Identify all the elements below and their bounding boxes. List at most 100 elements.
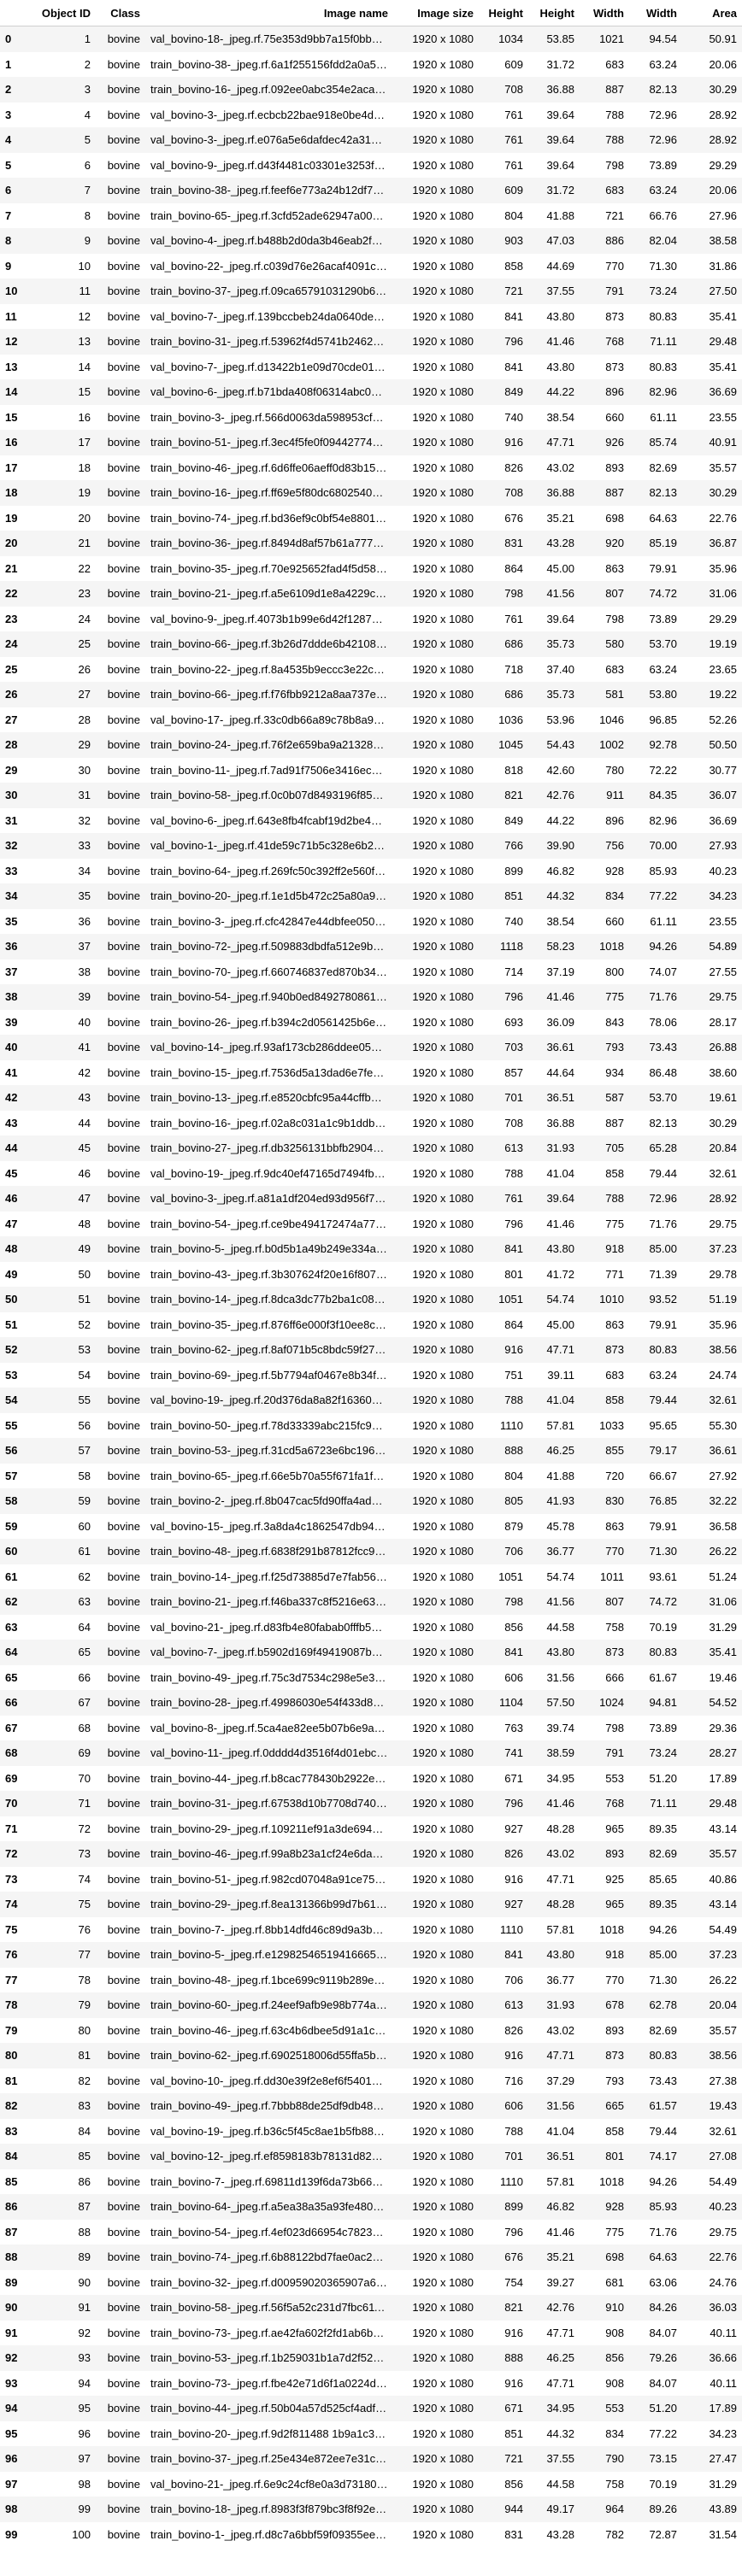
area-cell: 28.27 [682, 1740, 742, 1766]
area-cell: 36.69 [682, 807, 742, 833]
class-cell: bovine [96, 1640, 145, 1665]
class-cell: bovine [96, 2068, 145, 2093]
class-cell: bovine [96, 1664, 145, 1690]
height-pct-cell: 54.74 [528, 1564, 580, 1589]
object-id-cell: 24 [36, 606, 96, 631]
height-pct-cell: 47.71 [528, 1866, 580, 1892]
class-cell: bovine [96, 1791, 145, 1816]
width-px-cell: 705 [580, 1135, 629, 1161]
class-header: Class [96, 0, 145, 26]
area-cell: 38.58 [682, 228, 742, 254]
width-pct-cell: 93.61 [629, 1564, 682, 1589]
width-px-cell: 834 [580, 2421, 629, 2446]
height-pct-cell: 42.60 [528, 757, 580, 783]
image-name-cell: val_bovino-15-_jpeg.rf.3a8da4c1862547db9… [145, 1513, 393, 1539]
class-cell: bovine [96, 631, 145, 657]
height-pct-cell: 38.54 [528, 404, 580, 430]
area-cell: 26.88 [682, 1035, 742, 1060]
table-row: 18 19 bovine train_bovino-16-_jpeg.rf.ff69e… [0, 480, 742, 506]
area-cell: 19.43 [682, 2093, 742, 2119]
width-pct-cell: 61.11 [629, 404, 682, 430]
height-pct-cell: 47.71 [528, 1337, 580, 1363]
height-pct-cell: 35.73 [528, 631, 580, 657]
image-size-cell: 1920 x 1080 [393, 2269, 479, 2295]
image-name-cell: train_bovino-62-_jpeg.rf.6902518006d55ff… [145, 2043, 393, 2068]
height-pct-cell: 31.93 [528, 1992, 580, 2018]
row-index: 51 [0, 1311, 36, 1337]
area-cell: 28.92 [682, 127, 742, 153]
width-pct-cell: 73.24 [629, 1740, 682, 1766]
height-pct-cell: 41.72 [528, 1261, 580, 1287]
height-pct-cell: 39.64 [528, 1186, 580, 1212]
table-row: 43 44 bovine train_bovino-16-_jpeg.rf.02a8c… [0, 1110, 742, 1135]
height-px-cell: 804 [479, 202, 528, 228]
area-cell: 30.77 [682, 757, 742, 783]
height-px-cell: 1034 [479, 26, 528, 52]
image-name-cell: train_bovino-13-_jpeg.rf.e8520cbfc95a44c… [145, 1085, 393, 1111]
class-cell: bovine [96, 2497, 145, 2522]
height-pct-cell: 57.81 [528, 1916, 580, 1942]
area-cell: 51.19 [682, 1287, 742, 1312]
row-index: 57 [0, 1463, 36, 1488]
area-cell: 35.41 [682, 354, 742, 379]
table-row: 5 6 bovine val_bovino-9-_jpeg.rf.d43f4481c0… [0, 152, 742, 178]
width-pct-cell: 82.96 [629, 807, 682, 833]
class-cell: bovine [96, 1841, 145, 1867]
height-pct-cell: 49.17 [528, 2497, 580, 2522]
height-pct-cell: 41.88 [528, 1463, 580, 1488]
height-pct-cell: 36.61 [528, 1035, 580, 1060]
object-id-cell: 58 [36, 1463, 96, 1488]
width-pct-cell: 82.69 [629, 455, 682, 480]
row-index: 61 [0, 1564, 36, 1589]
table-row: 56 57 bovine train_bovino-53-_jpeg.rf.31cd5… [0, 1438, 742, 1464]
class-cell: bovine [96, 379, 145, 405]
height-px-cell: 766 [479, 833, 528, 859]
image-size-cell: 1920 x 1080 [393, 127, 479, 153]
area-cell: 32.61 [682, 1388, 742, 1413]
width-px-cell: 863 [580, 1311, 629, 1337]
image-name-cell: train_bovino-58-_jpeg.rf.0c0b07d8493196f… [145, 783, 393, 808]
class-cell: bovine [96, 1438, 145, 1464]
area-cell: 19.22 [682, 682, 742, 707]
height-px-cell: 754 [479, 2269, 528, 2295]
area-cell: 36.87 [682, 531, 742, 556]
object-id-cell: 76 [36, 1916, 96, 1942]
width-pct-cell: 63.24 [629, 656, 682, 682]
image-name-cell: train_bovino-26-_jpeg.rf.b394c2d0561425b… [145, 1009, 393, 1035]
width-px-cell: 886 [580, 228, 629, 254]
row-index: 87 [0, 2219, 36, 2244]
height-px-cell: 888 [479, 1438, 528, 1464]
table-row: 97 98 bovine val_bovino-21-_jpeg.rf.6e9c24c… [0, 2471, 742, 2497]
class-cell: bovine [96, 707, 145, 732]
table-row: 29 30 bovine train_bovino-11-_jpeg.rf.7ad91… [0, 757, 742, 783]
width-px-cell: 770 [580, 1967, 629, 1992]
width-px-cell: 782 [580, 2521, 629, 2547]
class-cell: bovine [96, 2118, 145, 2144]
class-cell: bovine [96, 959, 145, 984]
object-id-cell: 25 [36, 631, 96, 657]
image-name-cell: val_bovino-9-_jpeg.rf.4073b1b99e6d42f128… [145, 606, 393, 631]
height-px-cell: 763 [479, 1715, 528, 1740]
height-px-cell: 606 [479, 1664, 528, 1690]
height-pct-cell: 44.22 [528, 379, 580, 405]
image-size-cell: 1920 x 1080 [393, 1589, 479, 1615]
area-cell: 27.38 [682, 2068, 742, 2093]
image-size-cell: 1920 x 1080 [393, 606, 479, 631]
image-size-cell: 1920 x 1080 [393, 102, 479, 127]
height-pct-cell: 41.04 [528, 2118, 580, 2144]
height-pct-cell: 36.88 [528, 77, 580, 103]
table-row: 71 72 bovine train_bovino-29-_jpeg.rf.10921… [0, 1816, 742, 1841]
row-index: 69 [0, 1765, 36, 1791]
row-index: 15 [0, 404, 36, 430]
area-cell: 35.96 [682, 555, 742, 581]
area-cell: 20.84 [682, 1135, 742, 1161]
width-pct-cell: 62.78 [629, 1992, 682, 2018]
class-cell: bovine [96, 757, 145, 783]
class-cell: bovine [96, 682, 145, 707]
height-px-cell: 609 [479, 51, 528, 77]
area-cell: 40.91 [682, 430, 742, 455]
area-cell: 54.49 [682, 1916, 742, 1942]
object-id-cell: 31 [36, 783, 96, 808]
area-cell: 36.03 [682, 2295, 742, 2321]
object-id-cell: 82 [36, 2068, 96, 2093]
